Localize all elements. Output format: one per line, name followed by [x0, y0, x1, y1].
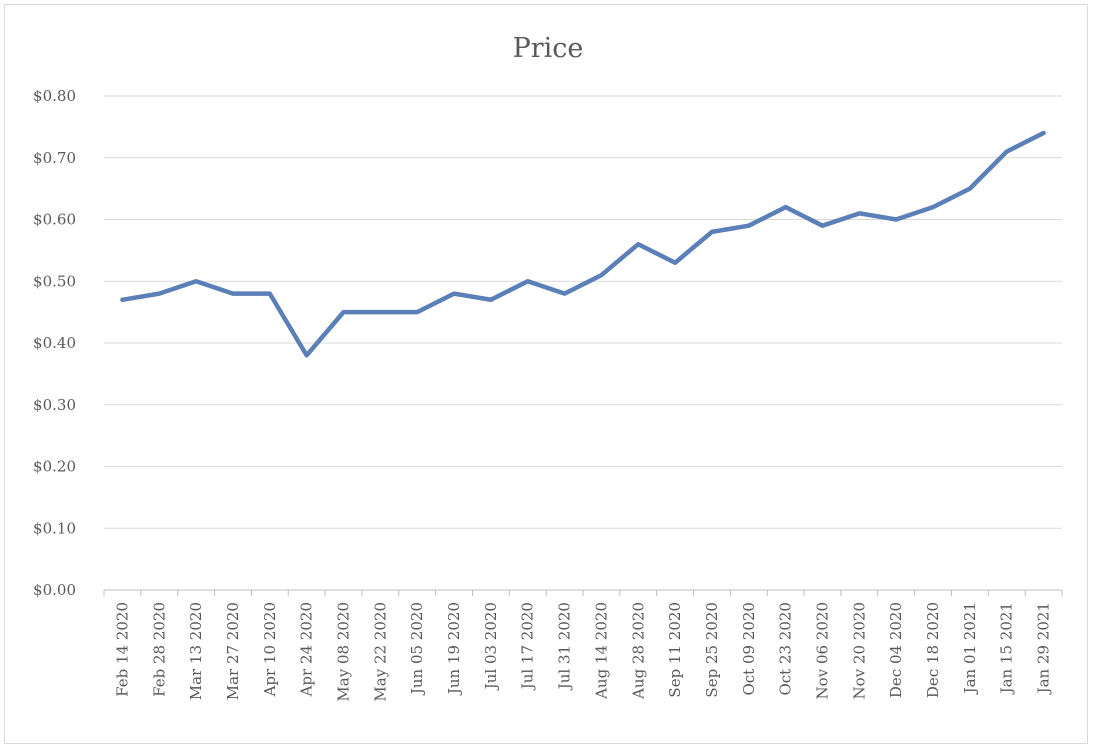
x-tick-label: Nov 20 2020 [850, 602, 868, 699]
y-tick-label: $0.00 [33, 581, 76, 599]
chart-title: Price [513, 33, 584, 64]
x-tick-label: Aug 28 2020 [629, 602, 647, 700]
series-layer [120, 130, 1046, 358]
x-axis-tick-labels: Feb 14 2020 Feb 28 2020 Mar 13 2020 Mar 27 … [113, 602, 1052, 702]
x-tick-label: Feb 14 2020 [113, 602, 131, 697]
x-tick-label: Jan 15 2021 [998, 602, 1016, 695]
y-tick-label: $0.60 [33, 211, 76, 229]
x-tick-label: Jul 31 2020 [556, 602, 574, 691]
y-tick-label: $0.50 [33, 272, 76, 290]
x-tick-label: May 08 2020 [335, 602, 353, 702]
x-tick-label: May 22 2020 [371, 602, 389, 702]
y-tick-label: $0.40 [33, 334, 76, 352]
x-tick-label: Nov 06 2020 [814, 602, 832, 699]
y-tick-label: $0.80 [33, 87, 76, 105]
chart-frame [4, 4, 1088, 744]
price-series-line [120, 130, 1046, 358]
x-tick-label: Oct 09 2020 [740, 602, 758, 696]
x-tick-label: Apr 24 2020 [298, 602, 316, 697]
y-tick-label: $0.20 [33, 458, 76, 476]
x-tick-label: Apr 10 2020 [261, 602, 279, 697]
x-tick-label: Mar 27 2020 [224, 602, 242, 700]
x-tick-label: Jun 05 2020 [408, 602, 426, 696]
x-tick-label: Jul 03 2020 [482, 602, 500, 691]
x-tick-label: Dec 18 2020 [924, 602, 942, 698]
x-tick-label: Dec 04 2020 [887, 602, 905, 698]
y-tick-label: $0.30 [33, 396, 76, 414]
x-tick-label: Jan 01 2021 [961, 602, 979, 695]
x-tick-label: Sep 25 2020 [703, 602, 721, 698]
y-axis-tick-labels: $0.00 $0.10 $0.20 $0.30 $0.40 $0.50 $0.60 $0.70… [33, 87, 76, 599]
y-tick-label: $0.10 [33, 519, 76, 537]
x-tick-label: Jan 29 2021 [1035, 602, 1053, 695]
x-tick-label: Feb 28 2020 [150, 602, 168, 697]
y-tick-label: $0.70 [33, 149, 76, 167]
x-tick-label: Aug 14 2020 [592, 602, 610, 700]
gridlines [103, 95, 1063, 596]
x-tick-label: Jul 17 2020 [519, 602, 537, 691]
x-tick-label: Sep 11 2020 [666, 602, 684, 698]
x-tick-label: Jun 19 2020 [445, 602, 463, 696]
x-tick-label: Mar 13 2020 [187, 602, 205, 700]
x-tick-label: Oct 23 2020 [777, 602, 795, 696]
